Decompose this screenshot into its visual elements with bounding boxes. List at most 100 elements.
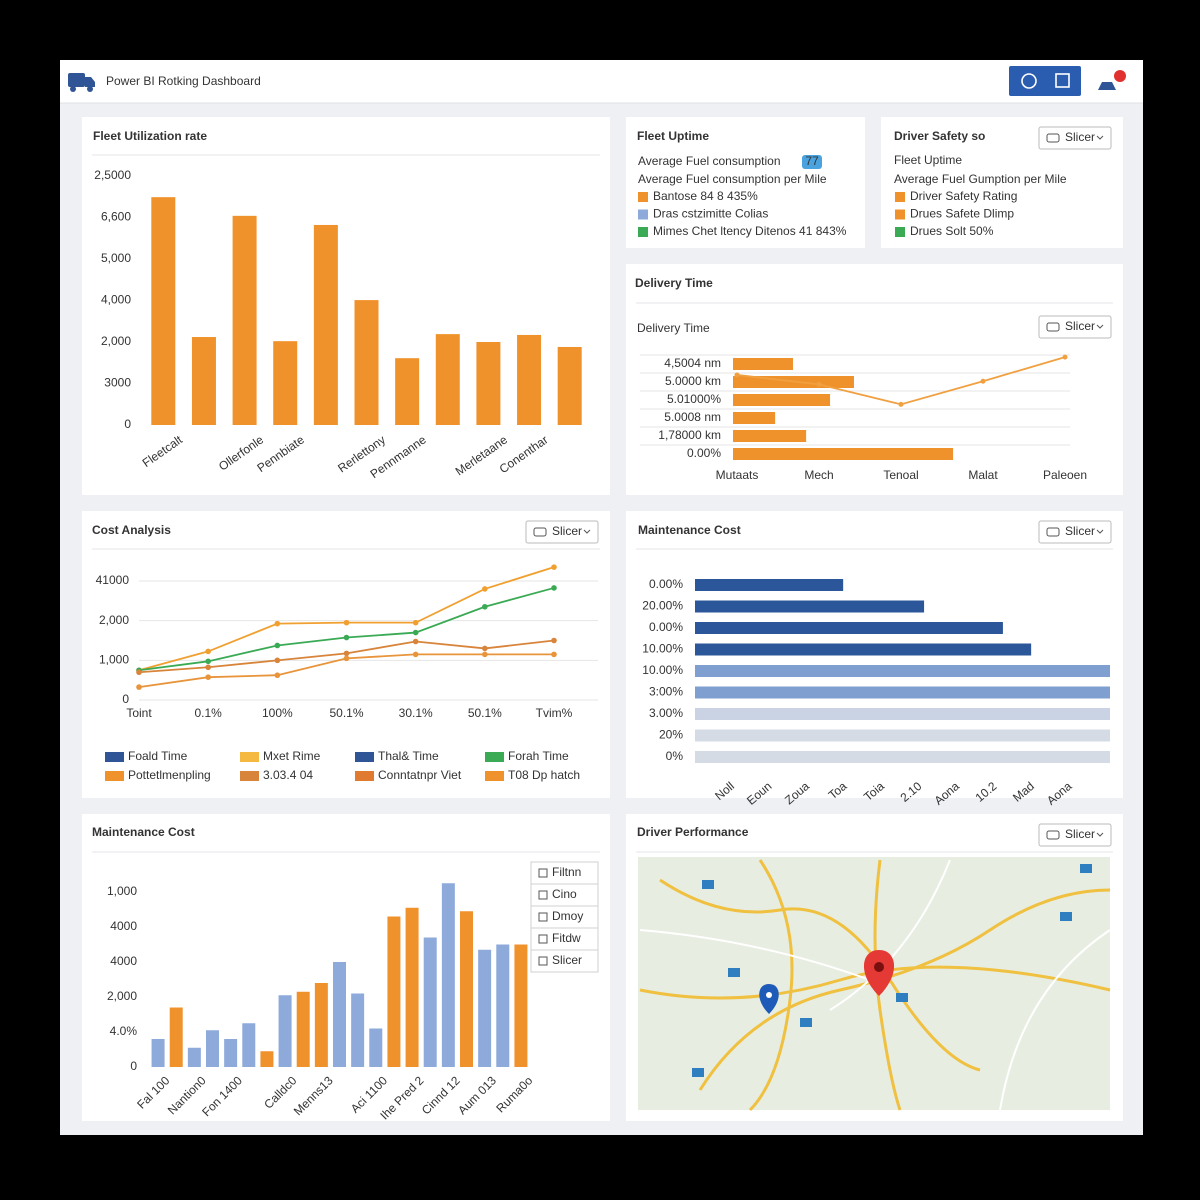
bar	[369, 1028, 383, 1067]
bar	[423, 937, 437, 1067]
series-point	[482, 603, 488, 610]
series-point	[482, 586, 488, 592]
panel-title: Maintenance Cost	[92, 825, 195, 839]
y-tick-label: 5.01000%	[667, 392, 721, 406]
x-tick-label: 50.1%	[329, 706, 363, 720]
x-tick-label: 50.1%	[468, 706, 502, 720]
y-tick-label: 4,000	[101, 293, 131, 307]
series-point	[136, 684, 142, 690]
overlay-point	[816, 381, 822, 387]
series-point	[274, 642, 281, 649]
legend-label: Bantose 84 8 435%	[653, 189, 758, 203]
bar	[232, 215, 257, 425]
series-point	[551, 637, 557, 644]
legend-swatch	[485, 752, 504, 762]
y-tick-label: 10.00%	[642, 642, 683, 656]
bar	[733, 394, 831, 406]
filter-icon	[538, 868, 548, 878]
card-title: Fleet Uptime	[637, 129, 709, 143]
bar	[733, 430, 807, 442]
slicer[interactable]	[1038, 823, 1112, 847]
slicer-icon	[1046, 527, 1060, 537]
x-tick-label: 0.1%	[194, 706, 222, 720]
bar	[695, 729, 1110, 742]
filter-icon	[538, 934, 548, 944]
title-dividers	[92, 154, 1113, 853]
bar	[273, 341, 298, 425]
y-tick-label: 0	[130, 1059, 137, 1073]
series-point	[412, 651, 419, 658]
slicer-icon	[533, 527, 547, 537]
bar	[557, 346, 582, 425]
bar	[260, 1051, 274, 1067]
series-point	[205, 664, 211, 671]
y-tick-label: 3:00%	[649, 685, 683, 699]
series-point	[274, 657, 281, 664]
bar	[405, 907, 419, 1067]
truck-icon	[68, 73, 95, 92]
toolbar-buttons[interactable]	[1009, 66, 1081, 96]
series-point	[205, 648, 211, 655]
y-tick-label: 2,000	[107, 989, 137, 1003]
bar	[296, 991, 310, 1067]
y-tick-label: 10.00%	[642, 663, 683, 677]
panel-title: Fleet Utilization rate	[93, 129, 207, 143]
y-tick-label: 20.00%	[642, 599, 683, 613]
filter-label: Slicer	[552, 953, 582, 967]
series-point	[343, 655, 350, 662]
bar	[395, 358, 420, 425]
legend-swatch	[240, 752, 259, 762]
y-tick-label: 2,000	[101, 334, 131, 348]
notification-icon[interactable]	[1098, 70, 1126, 90]
y-tick-label: 0%	[666, 749, 684, 763]
slicer[interactable]	[525, 520, 599, 544]
bar	[733, 412, 776, 424]
slicer-chevron	[1096, 324, 1104, 329]
bar	[151, 1039, 165, 1067]
y-tick-label: 2,000	[99, 613, 129, 627]
legend-label: Dras cstzimitte Colias	[653, 207, 768, 221]
y-tick-label: 4,5004 nm	[664, 356, 721, 370]
slicer[interactable]	[1038, 126, 1112, 150]
y-tick-label: 0.00%	[687, 446, 721, 460]
y-tick-label: 4000	[110, 919, 137, 933]
bar	[695, 622, 1003, 634]
badge-label: 77	[805, 154, 819, 168]
legend-swatch	[638, 227, 648, 237]
legend-label: 3.03.4 04	[263, 768, 313, 782]
x-tick-label: Malat	[968, 468, 998, 482]
filter-item[interactable]	[530, 949, 599, 973]
bar	[478, 949, 492, 1067]
slicer-label: Slicer	[552, 524, 582, 538]
card-title: Driver Safety so	[894, 129, 985, 143]
bar	[695, 600, 925, 613]
legend-label: Pottetlmenpling	[128, 768, 211, 782]
legend-label: Drues Solt 50%	[910, 224, 994, 238]
legend-label: Forah Time	[508, 749, 569, 763]
header-bar	[60, 60, 1143, 103]
slicer-icon	[1046, 133, 1060, 143]
legend-swatch	[355, 771, 374, 781]
legend-label: Mimes Chet ltency Ditenos 41 843%	[653, 224, 847, 238]
slicer-label: Slicer	[1065, 827, 1095, 841]
slicer[interactable]	[1038, 520, 1112, 544]
slicer[interactable]	[1038, 315, 1112, 339]
series-point	[412, 638, 419, 645]
series-point	[551, 585, 557, 591]
x-tick-label: Mutaats	[716, 468, 759, 482]
filter-icon	[538, 890, 548, 900]
bar	[351, 993, 365, 1067]
series-point	[551, 564, 557, 570]
legend-label: Foald Time	[128, 749, 188, 763]
filter-icon	[538, 956, 548, 966]
series-point	[343, 619, 350, 626]
legend-swatch	[105, 771, 124, 781]
panel-title: Maintenance Cost	[638, 523, 741, 537]
bar	[441, 883, 455, 1067]
bar	[514, 944, 528, 1067]
y-tick-label: 0.00%	[649, 577, 683, 591]
y-tick-label: 5,000	[101, 251, 131, 265]
map[interactable]	[638, 857, 1111, 1112]
y-tick-label: 0	[122, 692, 129, 706]
y-tick-label: 41000	[96, 573, 130, 587]
